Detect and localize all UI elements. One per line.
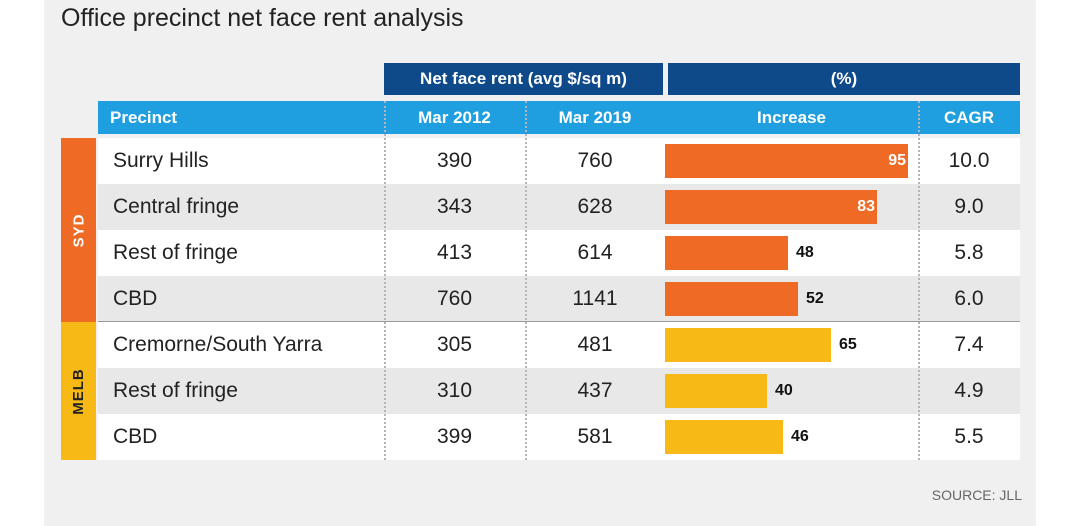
value-mar-2019: 437: [577, 379, 613, 402]
column-header-cagr: CAGR: [918, 101, 1020, 134]
increase-label: 40: [775, 382, 793, 399]
group-label-text: SYD: [70, 213, 87, 247]
table-row: [98, 368, 1020, 414]
column-divider: [384, 101, 386, 460]
increase-label: 83: [857, 198, 875, 215]
precinct-name: Rest of fringe: [113, 241, 238, 264]
column-header-mar-2012: Mar 2012: [384, 101, 525, 134]
precinct-name: Central fringe: [113, 195, 240, 218]
table-row: [98, 276, 1020, 322]
value-mar-2019: 760: [577, 149, 613, 172]
value-mar-2019: 1141: [572, 287, 618, 310]
chart-title: Office precinct net face rent analysis: [61, 4, 464, 32]
value-cagr: 4.9: [954, 379, 984, 402]
increase-bar: [665, 282, 798, 316]
increase-bar: [665, 190, 877, 224]
group-label-text: MELB: [70, 367, 87, 415]
source-note: SOURCE: JLL: [931, 487, 1022, 503]
value-mar-2019: 614: [577, 241, 613, 264]
precinct-name: Cremorne/South Yarra: [113, 333, 323, 356]
value-mar-2019: 581: [577, 425, 613, 448]
value-mar-2012: 310: [436, 379, 473, 402]
table-row: [98, 230, 1020, 276]
increase-label: 52: [806, 290, 824, 307]
precinct-name: Rest of fringe: [113, 379, 238, 402]
value-cagr: 5.5: [954, 425, 984, 448]
increase-bar: [665, 328, 831, 362]
super-header-net-face-rent: Net face rent (avg $/sq m): [384, 63, 663, 95]
increase-label: 65: [839, 336, 857, 353]
table-row: [98, 322, 1020, 368]
column-divider: [525, 101, 527, 460]
value-cagr: 5.8: [954, 241, 984, 264]
value-mar-2012: 760: [436, 287, 473, 310]
precinct-name: Surry Hills: [113, 149, 209, 172]
value-mar-2012: 390: [436, 149, 473, 172]
increase-label: 95: [888, 152, 906, 169]
value-cagr: 7.4: [954, 333, 984, 356]
increase-bar: [665, 420, 783, 454]
increase-bar: [665, 144, 908, 178]
value-mar-2019: 481: [577, 333, 613, 356]
increase-label: 46: [791, 428, 809, 445]
value-cagr: 9.0: [954, 195, 984, 218]
value-mar-2012: 399: [436, 425, 473, 448]
value-mar-2012: 413: [436, 241, 473, 264]
group-label-melb: MELB: [61, 322, 96, 460]
value-mar-2012: 343: [436, 195, 473, 218]
value-mar-2012: 305: [436, 333, 473, 356]
column-header-mar-2019: Mar 2019: [525, 101, 665, 134]
value-mar-2019: 628: [577, 195, 613, 218]
column-divider: [918, 101, 920, 460]
precinct-name: CBD: [113, 287, 158, 310]
table-row: [98, 414, 1020, 460]
increase-bar: [665, 236, 788, 270]
group-label-syd: SYD: [61, 138, 96, 322]
super-header-percent: (%): [668, 63, 1020, 95]
column-header-precinct: Precinct: [98, 101, 384, 134]
increase-bar: [665, 374, 767, 408]
increase-label: 48: [796, 244, 814, 261]
column-header-increase: Increase: [665, 101, 918, 134]
precinct-name: CBD: [113, 425, 158, 448]
value-cagr: 6.0: [954, 287, 984, 310]
value-cagr: 10.0: [948, 149, 990, 172]
